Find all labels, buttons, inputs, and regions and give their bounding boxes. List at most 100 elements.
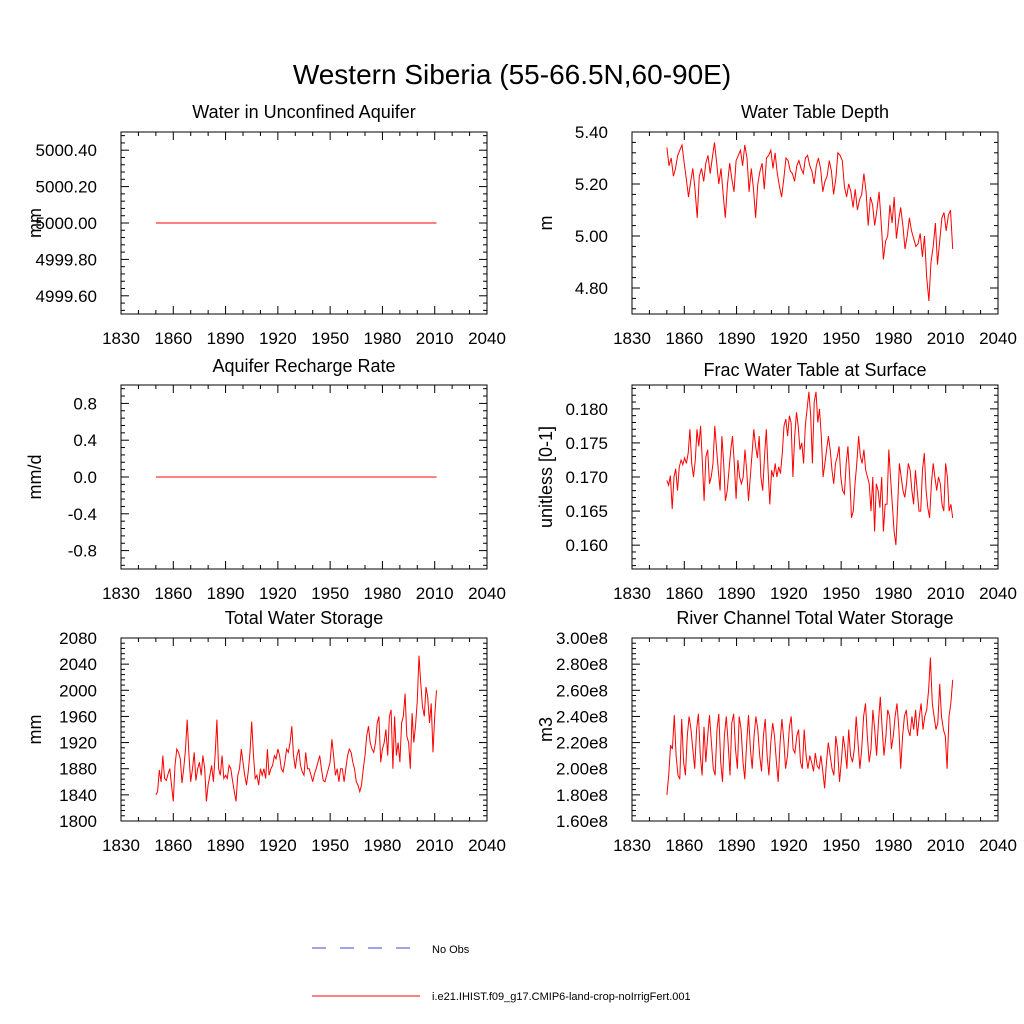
y-tick-label: 2.40e8 bbox=[556, 707, 608, 726]
chart-title: River Channel Total Water Storage bbox=[676, 608, 953, 628]
x-tick-label: 1950 bbox=[822, 836, 860, 855]
chart-title: Water in Unconfined Aquifer bbox=[192, 102, 415, 122]
legend-label-model-run: i.e21.IHIST.f09_g17.CMIP6-land-crop-noIr… bbox=[432, 991, 691, 1003]
y-tick-label: 1960 bbox=[59, 707, 97, 726]
y-tick-label: 2.80e8 bbox=[556, 655, 608, 674]
chart-panel-4: Frac Water Table at Surface 1830 1860 1890 1… bbox=[536, 360, 1017, 603]
x-tick-label: 1950 bbox=[311, 836, 349, 855]
x-tick-label: 1830 bbox=[613, 836, 651, 855]
x-tick-label: 1830 bbox=[613, 329, 651, 348]
y-tick-label: 0.160 bbox=[565, 536, 608, 555]
x-tick-label: 1920 bbox=[259, 584, 297, 603]
x-tick-label: 1980 bbox=[875, 584, 913, 603]
y-tick-label: 5000.20 bbox=[36, 178, 97, 197]
chart-title: Total Water Storage bbox=[225, 608, 383, 628]
y-tick-label: 2080 bbox=[59, 629, 97, 648]
x-tick-label: 1890 bbox=[207, 329, 245, 348]
x-tick-label: 1860 bbox=[154, 584, 192, 603]
x-tick-label: 1860 bbox=[665, 836, 703, 855]
chart-panel-1: Water in Unconfined Aquifer 1830 1860 1890 1… bbox=[25, 102, 506, 348]
y-axis-label: m3 bbox=[536, 717, 556, 742]
y-tick-label: 3.00e8 bbox=[556, 629, 608, 648]
x-tick-label: 2040 bbox=[979, 836, 1017, 855]
chart-panels: Water in Unconfined Aquifer 1830 1860 1890 1… bbox=[25, 102, 1017, 855]
plot-frame bbox=[631, 637, 999, 822]
y-tick-label: 2.60e8 bbox=[556, 681, 608, 700]
legend-label-no-obs: No Obs bbox=[432, 944, 470, 956]
x-tick-label: 1980 bbox=[875, 329, 913, 348]
x-tick-label: 1860 bbox=[665, 584, 703, 603]
x-tick-label: 1860 bbox=[665, 329, 703, 348]
x-tick-label: 1920 bbox=[770, 584, 808, 603]
y-tick-label: 0.4 bbox=[73, 431, 97, 450]
x-tick-label: 1890 bbox=[718, 329, 756, 348]
y-tick-label: 1920 bbox=[59, 734, 97, 753]
y-tick-label: 2.20e8 bbox=[556, 734, 608, 753]
y-tick-label: 2000 bbox=[59, 681, 97, 700]
x-tick-label: 1890 bbox=[207, 584, 245, 603]
x-tick-label: 2010 bbox=[416, 329, 454, 348]
x-tick-label: 1890 bbox=[207, 836, 245, 855]
x-tick-label: 1920 bbox=[770, 836, 808, 855]
legend: No Obs i.e21.IHIST.f09_g17.CMIP6-land-cr… bbox=[312, 944, 691, 1003]
y-axis-label: mm bbox=[25, 715, 45, 745]
y-axis-label: m bbox=[536, 216, 556, 231]
y-tick-label: 1840 bbox=[59, 786, 97, 805]
y-tick-label: 0.180 bbox=[565, 400, 608, 419]
chart-panel-2: Water Table Depth 1830 1860 1890 1920 1950 198… bbox=[536, 102, 1017, 348]
x-tick-label: 2040 bbox=[468, 329, 506, 348]
y-tick-label: 5000.40 bbox=[36, 141, 97, 160]
y-tick-label: 0.170 bbox=[565, 468, 608, 487]
x-tick-label: 2010 bbox=[416, 584, 454, 603]
y-tick-label: 0.8 bbox=[73, 394, 97, 413]
chart-panel-3: Aquifer Recharge Rate 1830 1860 1890 1920 195… bbox=[25, 356, 506, 603]
y-tick-label: 0.175 bbox=[565, 434, 608, 453]
y-tick-label: -0.4 bbox=[68, 505, 97, 524]
x-tick-label: 2010 bbox=[927, 584, 965, 603]
y-tick-label: 0.165 bbox=[565, 502, 608, 521]
series-line-1 bbox=[666, 657, 954, 795]
figure-title: Western Siberia (55-66.5N,60-90E) bbox=[293, 59, 731, 90]
y-axis-label: mm bbox=[25, 208, 45, 238]
x-tick-label: 1830 bbox=[102, 836, 140, 855]
x-tick-label: 2010 bbox=[927, 836, 965, 855]
y-tick-label: 5.40 bbox=[575, 123, 608, 142]
chart-title: Frac Water Table at Surface bbox=[703, 360, 926, 380]
chart-title: Aquifer Recharge Rate bbox=[212, 356, 395, 376]
x-tick-label: 1950 bbox=[311, 584, 349, 603]
chart-panel-5: Total Water Storage 1830 1860 1890 1920 1950 1… bbox=[25, 608, 506, 855]
series-line-1 bbox=[666, 391, 954, 546]
y-tick-label: 2.00e8 bbox=[556, 760, 608, 779]
series-line-1 bbox=[666, 142, 954, 302]
y-tick-label: 1.60e8 bbox=[556, 812, 608, 831]
y-tick-label: 4999.80 bbox=[36, 250, 97, 269]
x-tick-label: 1830 bbox=[102, 329, 140, 348]
y-tick-label: 2040 bbox=[59, 655, 97, 674]
x-tick-label: 2040 bbox=[979, 584, 1017, 603]
x-tick-label: 1980 bbox=[364, 329, 402, 348]
x-tick-label: 1980 bbox=[364, 584, 402, 603]
plot-frame bbox=[631, 131, 999, 315]
y-tick-label: 1880 bbox=[59, 760, 97, 779]
x-tick-label: 1920 bbox=[259, 836, 297, 855]
y-tick-label: 5.00 bbox=[575, 227, 608, 246]
x-tick-label: 1950 bbox=[822, 329, 860, 348]
x-tick-label: 2040 bbox=[468, 836, 506, 855]
x-tick-label: 1890 bbox=[718, 584, 756, 603]
x-tick-label: 1860 bbox=[154, 329, 192, 348]
x-tick-label: 2040 bbox=[468, 584, 506, 603]
y-tick-label: 5.20 bbox=[575, 175, 608, 194]
x-tick-label: 2010 bbox=[416, 836, 454, 855]
x-tick-label: 1920 bbox=[770, 329, 808, 348]
x-tick-label: 2010 bbox=[927, 329, 965, 348]
x-tick-label: 1830 bbox=[102, 584, 140, 603]
y-tick-label: -0.8 bbox=[68, 542, 97, 561]
y-tick-label: 4.80 bbox=[575, 279, 608, 298]
x-tick-label: 1830 bbox=[613, 584, 651, 603]
x-tick-label: 1980 bbox=[875, 836, 913, 855]
y-tick-label: 1.80e8 bbox=[556, 786, 608, 805]
y-axis-label: mm/d bbox=[25, 455, 45, 500]
y-axis-label: unitless [0-1] bbox=[536, 426, 556, 528]
plot-frame bbox=[631, 384, 999, 570]
